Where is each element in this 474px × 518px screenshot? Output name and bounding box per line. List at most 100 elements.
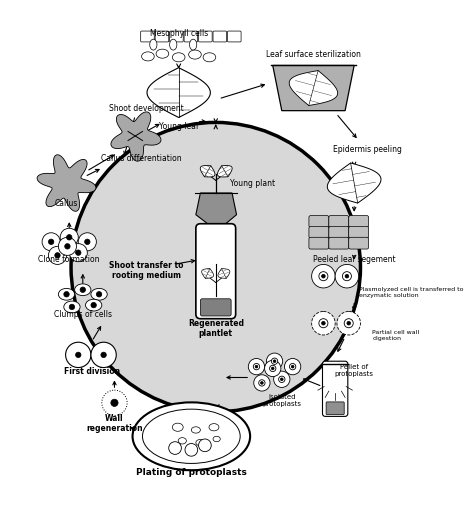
FancyBboxPatch shape [329, 215, 349, 227]
Circle shape [279, 376, 285, 382]
Circle shape [60, 228, 78, 247]
Ellipse shape [133, 402, 250, 470]
Circle shape [78, 233, 96, 251]
FancyBboxPatch shape [329, 237, 349, 249]
Circle shape [284, 358, 301, 375]
Ellipse shape [58, 289, 74, 300]
Text: Epidermis peeling: Epidermis peeling [333, 145, 402, 154]
Text: Callus differentiation: Callus differentiation [101, 154, 182, 163]
Circle shape [111, 399, 118, 407]
Circle shape [273, 371, 290, 387]
Circle shape [69, 304, 74, 310]
Polygon shape [196, 193, 237, 224]
Ellipse shape [143, 409, 240, 464]
FancyBboxPatch shape [329, 226, 349, 238]
Ellipse shape [209, 424, 219, 431]
Ellipse shape [142, 52, 154, 61]
Text: Clone formation: Clone formation [38, 255, 100, 264]
Text: Plasmolyzed cell is transferred to
enzymatic solution: Plasmolyzed cell is transferred to enzym… [359, 287, 463, 298]
Circle shape [80, 287, 85, 293]
Text: Young leaf: Young leaf [159, 122, 199, 132]
Circle shape [65, 243, 70, 249]
Circle shape [319, 271, 328, 281]
Circle shape [344, 319, 353, 328]
Circle shape [345, 275, 349, 278]
Circle shape [311, 311, 335, 335]
Circle shape [48, 247, 66, 264]
Ellipse shape [191, 427, 201, 433]
Ellipse shape [156, 49, 169, 58]
Text: Regenerated
plantlet: Regenerated plantlet [188, 319, 244, 338]
Circle shape [255, 365, 258, 368]
Circle shape [66, 235, 72, 240]
Circle shape [337, 311, 361, 335]
Circle shape [321, 321, 325, 325]
Circle shape [96, 292, 102, 297]
Circle shape [71, 122, 361, 412]
Circle shape [101, 352, 106, 357]
Text: Shoot transfer to
rooting medium: Shoot transfer to rooting medium [109, 261, 183, 280]
FancyBboxPatch shape [155, 31, 169, 42]
Text: Isolated
protoplasts: Isolated protoplasts [262, 394, 301, 407]
Circle shape [272, 358, 278, 364]
Polygon shape [218, 268, 230, 278]
Polygon shape [273, 65, 354, 111]
Text: Plating of protoplasts: Plating of protoplasts [136, 468, 247, 477]
FancyBboxPatch shape [349, 237, 369, 249]
Circle shape [185, 443, 198, 456]
Circle shape [64, 292, 69, 297]
FancyBboxPatch shape [322, 361, 348, 416]
Polygon shape [218, 166, 232, 177]
Circle shape [321, 275, 325, 278]
Circle shape [319, 319, 328, 328]
Ellipse shape [173, 423, 183, 431]
Text: Leaf surface sterilization: Leaf surface sterilization [266, 50, 361, 59]
Circle shape [48, 239, 54, 244]
Circle shape [272, 367, 274, 370]
Polygon shape [201, 166, 215, 177]
Circle shape [42, 233, 60, 251]
Ellipse shape [190, 39, 197, 50]
Ellipse shape [189, 50, 201, 59]
Text: Shoot development: Shoot development [109, 104, 183, 113]
Polygon shape [328, 163, 381, 203]
Polygon shape [202, 268, 214, 278]
Polygon shape [37, 155, 96, 211]
Circle shape [347, 321, 351, 325]
Circle shape [281, 378, 283, 381]
FancyBboxPatch shape [309, 226, 329, 238]
Ellipse shape [213, 436, 220, 442]
Ellipse shape [196, 439, 205, 446]
Circle shape [75, 250, 81, 255]
Text: Wall
regeneration: Wall regeneration [86, 414, 143, 433]
Text: Young plant: Young plant [230, 179, 275, 188]
Text: Clumps of cells: Clumps of cells [54, 310, 112, 319]
Circle shape [65, 342, 91, 368]
Circle shape [55, 253, 60, 258]
Polygon shape [111, 112, 161, 161]
Circle shape [259, 380, 265, 386]
Circle shape [290, 364, 296, 370]
Ellipse shape [173, 53, 185, 62]
FancyBboxPatch shape [326, 402, 344, 414]
Circle shape [261, 382, 263, 384]
Text: Pellet of
protoplasts: Pellet of protoplasts [335, 364, 374, 377]
Circle shape [199, 439, 211, 452]
Circle shape [264, 361, 281, 377]
Text: Peeled leaf segement: Peeled leaf segement [313, 255, 395, 264]
Circle shape [273, 360, 276, 363]
Ellipse shape [64, 301, 80, 313]
FancyBboxPatch shape [199, 31, 212, 42]
FancyBboxPatch shape [349, 215, 369, 227]
Text: First division: First division [64, 367, 120, 376]
Ellipse shape [74, 284, 91, 296]
FancyBboxPatch shape [213, 31, 227, 42]
Circle shape [266, 353, 283, 369]
Circle shape [253, 364, 260, 370]
FancyBboxPatch shape [196, 224, 236, 319]
Circle shape [75, 352, 81, 357]
Circle shape [248, 358, 264, 375]
Ellipse shape [178, 438, 186, 444]
Text: Mesophyll cells: Mesophyll cells [150, 29, 208, 38]
Circle shape [169, 442, 182, 454]
